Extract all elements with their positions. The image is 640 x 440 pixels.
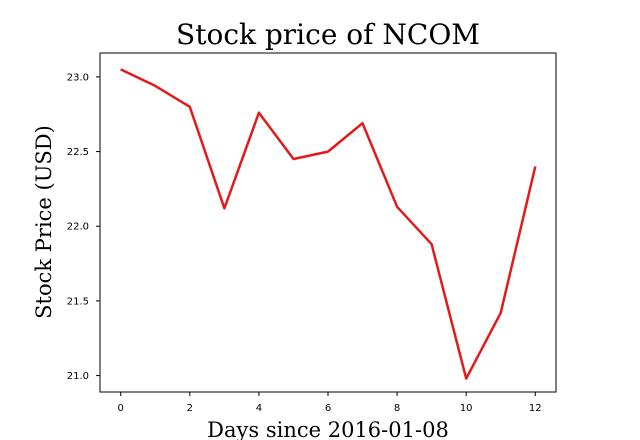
y-tick-label: 23.0	[67, 72, 89, 83]
x-tick-label: 6	[325, 403, 331, 414]
x-tick-label: 12	[529, 403, 542, 414]
x-tick-label: 0	[118, 403, 124, 414]
y-axis-label: Stock Price (USD)	[32, 125, 56, 319]
x-tick-label: 8	[394, 403, 400, 414]
x-tick-label: 10	[460, 403, 473, 414]
y-tick-label: 22.5	[67, 147, 89, 158]
y-tick-label: 22.0	[67, 222, 89, 233]
y-axis-ticks: 21.0 21.5 22.0 22.5 23.0	[67, 72, 100, 382]
x-tick-label: 4	[256, 403, 262, 414]
y-tick-label: 21.5	[67, 296, 89, 307]
chart-title: Stock price of NCOM	[176, 18, 480, 51]
plot-frame	[100, 53, 556, 392]
x-axis-ticks: 0 2 4 6 8 10 12	[118, 392, 542, 414]
stock-price-series-line	[121, 69, 536, 378]
x-axis-label: Days since 2016-01-08	[207, 418, 449, 440]
x-tick-label: 2	[187, 403, 193, 414]
plot-lines	[121, 69, 536, 378]
y-tick-label: 21.0	[67, 371, 89, 382]
